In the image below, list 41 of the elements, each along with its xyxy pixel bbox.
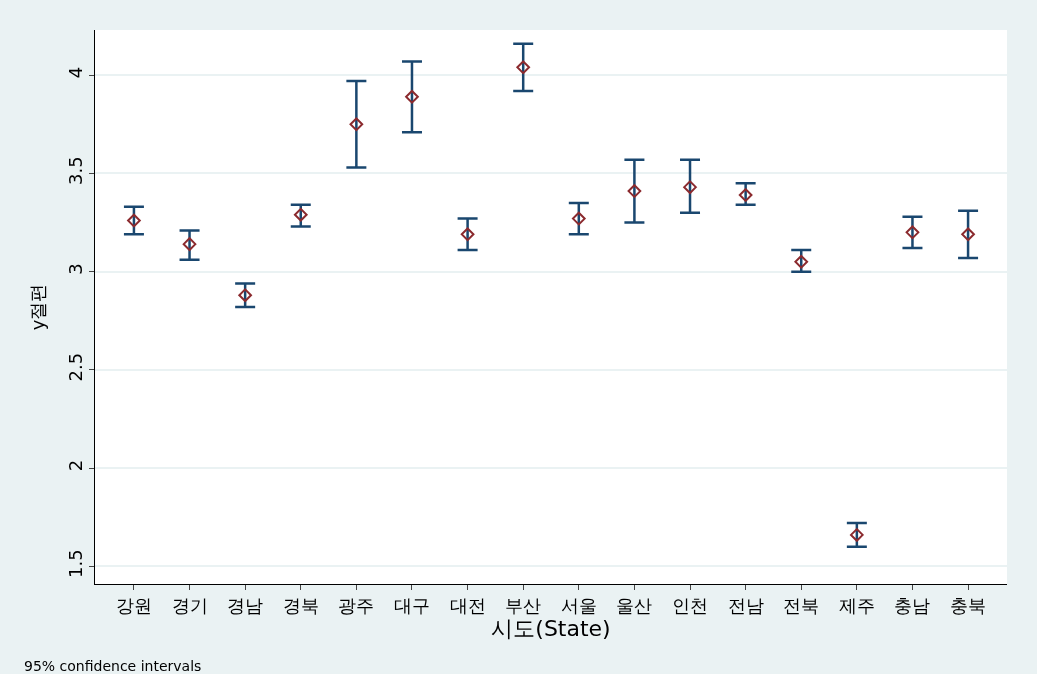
point [293, 207, 308, 222]
point [683, 180, 697, 195]
y-tick-label: 1.5 [64, 549, 86, 578]
text: 95% confidence intervals [24, 658, 202, 674]
x-tick-label: 전북 [783, 594, 820, 616]
x-tick-label: 대전 [449, 594, 486, 616]
y-tick-label: 4 [64, 66, 86, 79]
x-tick-label: 충남 [894, 594, 931, 616]
y-tick-label: 2.5 [64, 352, 86, 382]
x-tick-label: 제주 [838, 594, 875, 616]
point [405, 89, 419, 104]
point [961, 227, 975, 242]
x-tick-label: 광주 [338, 594, 375, 616]
point [238, 288, 252, 303]
y-tick-label: 3.5 [64, 156, 86, 186]
point [738, 188, 753, 202]
point [182, 237, 197, 251]
point [905, 225, 920, 240]
point [516, 60, 531, 75]
x-axis-title: 시도(State) [491, 615, 611, 641]
y-tick-label: 2 [64, 459, 86, 472]
point [349, 117, 364, 132]
x-tick-label: 전남 [727, 594, 764, 616]
point [794, 254, 809, 269]
x-tick-label: 부산 [505, 594, 542, 616]
x-tick-label: 인천 [672, 594, 709, 616]
x-tick-label: 경기 [171, 594, 208, 616]
x-tick-label: 서울 [560, 594, 597, 616]
point [460, 227, 475, 242]
y-axis-title: y절편 [27, 283, 48, 331]
x-tick-label: 강원 [115, 594, 152, 616]
x-tick-label: 울산 [616, 594, 653, 616]
point [850, 528, 864, 542]
point [127, 213, 141, 228]
point [571, 211, 586, 226]
x-tick-label: 경남 [227, 594, 264, 616]
x-tick-label: 대구 [393, 594, 430, 616]
point [627, 184, 642, 198]
x-tick-label: 경북 [282, 594, 319, 616]
y-tick-label: 3 [64, 263, 86, 275]
x-tick-label: 충북 [950, 594, 987, 616]
